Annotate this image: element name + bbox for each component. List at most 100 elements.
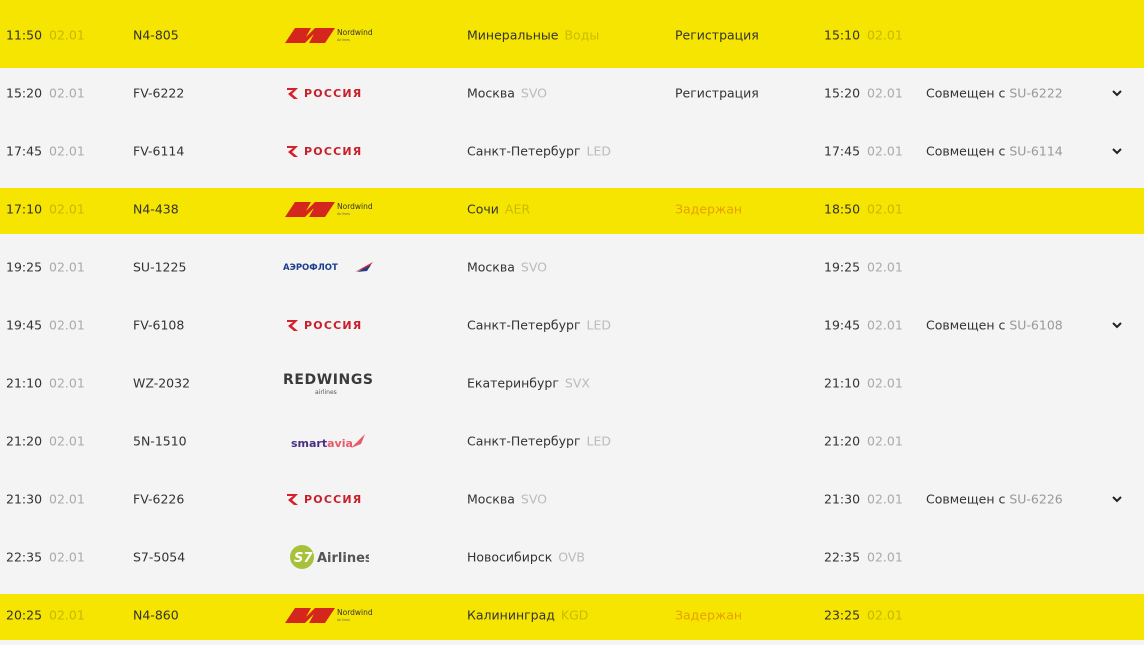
- codeshare-label: Совмещен с: [926, 491, 1010, 507]
- flight-number: SU-1225: [133, 259, 187, 275]
- arrival-date: 02.01: [867, 27, 903, 43]
- departure-date: 02.01: [49, 143, 85, 159]
- destination: Сочи AER: [467, 202, 530, 217]
- arrival-date: 02.01: [867, 375, 903, 391]
- departure-date: 02.01: [49, 433, 85, 449]
- destination: Санкт-Петербург LED: [467, 318, 611, 333]
- destination: Санкт-Петербург LED: [467, 434, 611, 449]
- departure-time: 17:10: [6, 201, 43, 217]
- flight-row[interactable]: 17:45 02.01 FV-6114 РОССИЯ Санкт-Петербу…: [0, 122, 1144, 180]
- departure-date: 02.01: [49, 491, 85, 507]
- svg-text:Airlines: Airlines: [337, 618, 350, 622]
- arrival-time: 21:10: [824, 375, 861, 391]
- arrival-time: 21:20: [824, 433, 861, 449]
- chevron-down-icon[interactable]: [1110, 318, 1124, 332]
- flight-number: N4-438: [133, 201, 179, 217]
- departure-time: 19:25: [6, 259, 43, 275]
- city-name: Калининград: [467, 607, 555, 623]
- flight-row[interactable]: 17:10 02.01 N4-438 Nordwind Airlines Сочи…: [0, 180, 1144, 238]
- city-name: Санкт-Петербург: [467, 317, 581, 333]
- flight-status: Задержан: [675, 607, 743, 623]
- destination: Екатеринбург SVX: [467, 376, 590, 391]
- departure-date: 02.01: [49, 607, 85, 623]
- aeroflot-logo: АЭРОФЛОТ: [283, 262, 373, 273]
- destination: Москва SVO: [467, 492, 547, 507]
- flight-number: 5N-1510: [133, 433, 187, 449]
- departure-time: 20:25: [6, 607, 43, 623]
- flight-row[interactable]: 22:35 02.01 S7-5054 S7 Airlines Новосибир…: [0, 528, 1144, 586]
- codeshare-flight: SU-6226: [1009, 491, 1063, 507]
- departure-time: 19:45: [6, 317, 43, 333]
- departure-time: 22:35: [6, 549, 43, 565]
- flight-number: S7-5054: [133, 549, 186, 565]
- codeshare-info: Совмещен с SU-6108: [926, 318, 1063, 333]
- chevron-down-icon[interactable]: [1110, 492, 1124, 506]
- flight-status: Регистрация: [675, 27, 759, 43]
- svg-text:РОССИЯ: РОССИЯ: [304, 145, 362, 158]
- codeshare-flight: SU-6114: [1009, 143, 1063, 159]
- svg-text:S7: S7: [294, 551, 313, 566]
- chevron-down-icon[interactable]: [1110, 86, 1124, 100]
- arrival-date: 02.01: [867, 201, 903, 217]
- airline-logo: Nordwind Airlines: [270, 600, 388, 630]
- arrival-time: 19:45: [824, 317, 861, 333]
- flight-row[interactable]: 11:50 02.01 N4-805 Nordwind Airlines Мине…: [0, 0, 1144, 68]
- airline-logo: REDWINGS airlines: [270, 368, 388, 398]
- rossiya-logo: РОССИЯ: [287, 145, 362, 158]
- flight-row[interactable]: 15:20 02.01 FV-6222 РОССИЯ Москва SVO Рег…: [0, 64, 1144, 122]
- airline-logo: РОССИЯ: [270, 310, 388, 340]
- codeshare-info: Совмещен с SU-6114: [926, 144, 1063, 159]
- city-name: Сочи: [467, 201, 499, 217]
- svg-text:REDWINGS: REDWINGS: [283, 372, 373, 388]
- arrival-date: 02.01: [867, 85, 903, 101]
- airline-logo: Nordwind Airlines: [270, 194, 388, 224]
- city-name: Москва: [467, 259, 515, 275]
- airport-code: LED: [586, 433, 612, 449]
- destination: Новосибирск OVB: [467, 550, 585, 565]
- departure-date: 02.01: [49, 259, 85, 275]
- flight-status: Регистрация: [675, 85, 759, 101]
- svg-text:Airlines: Airlines: [337, 212, 350, 216]
- arrival-time: 23:25: [824, 607, 861, 623]
- flight-number: WZ-2032: [133, 375, 191, 391]
- flight-row[interactable]: 21:30 02.01 FV-6226 РОССИЯ Москва SVO 21:…: [0, 470, 1144, 528]
- departure-date: 02.01: [49, 201, 85, 217]
- flight-number: FV-6108: [133, 317, 185, 333]
- svg-text:РОССИЯ: РОССИЯ: [304, 87, 362, 100]
- departure-time: 21:30: [6, 491, 43, 507]
- flight-number: FV-6222: [133, 85, 185, 101]
- svg-text:smartavia: smartavia: [291, 437, 353, 450]
- codeshare-info: Совмещен с SU-6222: [926, 86, 1063, 101]
- airline-logo: РОССИЯ: [270, 484, 388, 514]
- arrival-time: 19:25: [824, 259, 861, 275]
- flight-row[interactable]: 19:25 02.01 SU-1225 АЭРОФЛОТ Москва SVO 1…: [0, 238, 1144, 296]
- svg-text:Airlines: Airlines: [337, 38, 350, 42]
- svg-text:airlines: airlines: [315, 389, 337, 396]
- arrival-time: 17:45: [824, 143, 861, 159]
- svg-text:Nordwind: Nordwind: [337, 28, 373, 37]
- airport-code: SVO: [520, 491, 547, 507]
- departure-time: 21:20: [6, 433, 43, 449]
- airline-logo: АЭРОФЛОТ: [270, 252, 388, 282]
- arrival-date: 02.01: [867, 549, 903, 565]
- flight-row[interactable]: 20:25 02.01 N4-860 Nordwind Airlines Кали…: [0, 586, 1144, 644]
- airline-logo: РОССИЯ: [270, 78, 388, 108]
- departure-time: 15:20: [6, 85, 43, 101]
- codeshare-flight: SU-6222: [1009, 85, 1063, 101]
- departure-date: 02.01: [49, 549, 85, 565]
- flight-row[interactable]: 21:20 02.01 5N-1510 smartavia Санкт-Пете…: [0, 412, 1144, 470]
- destination: Москва SVO: [467, 86, 547, 101]
- flight-status: Задержан: [675, 201, 743, 217]
- departure-date: 02.01: [49, 317, 85, 333]
- departure-time: 21:10: [6, 375, 43, 391]
- flight-row[interactable]: 19:45 02.01 FV-6108 РОССИЯ Санкт-Петербу…: [0, 296, 1144, 354]
- airline-logo: Nordwind Airlines: [270, 20, 388, 50]
- flight-row[interactable]: 21:10 02.01 WZ-2032 REDWINGS airlines Ека…: [0, 354, 1144, 412]
- arrival-date: 02.01: [867, 259, 903, 275]
- chevron-down-icon[interactable]: [1110, 144, 1124, 158]
- flight-number: FV-6114: [133, 143, 185, 159]
- svg-text:АЭРОФЛОТ: АЭРОФЛОТ: [283, 263, 338, 273]
